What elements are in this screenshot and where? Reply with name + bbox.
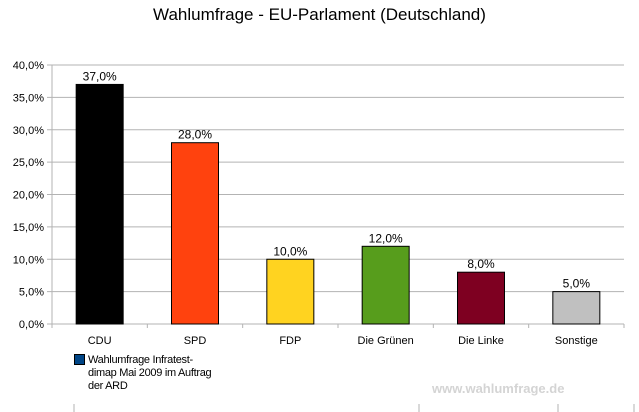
y-tick-label: 40,0% <box>13 60 44 72</box>
chart-title: Wahlumfrage - EU-Parlament (Deutschland) <box>153 5 486 24</box>
bar-die-grünen <box>361 245 410 325</box>
x-tick-label: Sonstige <box>555 335 598 347</box>
x-tick-label: SPD <box>184 335 207 347</box>
y-tick-label: 35,0% <box>13 92 44 104</box>
y-tick-label: 30,0% <box>13 125 44 137</box>
bar-sonstige <box>552 291 601 325</box>
data-label: 5,0% <box>563 277 591 291</box>
y-tick-label: 10,0% <box>13 254 44 266</box>
bar-cdu <box>75 83 124 325</box>
legend-marker <box>74 354 85 365</box>
data-label: 12,0% <box>369 231 403 245</box>
y-tick-label: 20,0% <box>13 190 44 202</box>
data-label: 28,0% <box>178 128 212 142</box>
watermark: www.wahlumfrage.de <box>432 381 565 396</box>
bar-die-linke <box>457 271 505 325</box>
x-tick-label: Die Linke <box>458 335 504 347</box>
y-tick-label: 15,0% <box>13 222 44 234</box>
y-tick-label: 25,0% <box>13 157 44 169</box>
bar-fdp <box>266 258 315 325</box>
data-label: 37,0% <box>83 69 117 83</box>
legend: Wahlumfrage Infratest-dimap Mai 2009 im … <box>74 354 224 393</box>
x-tick-label: FDP <box>279 335 301 347</box>
data-label: 10,0% <box>273 244 307 258</box>
x-tick-label: CDU <box>88 335 112 347</box>
data-label: 8,0% <box>467 257 495 271</box>
y-tick-label: 0,0% <box>19 319 44 331</box>
y-tick-label: 5,0% <box>19 287 44 299</box>
x-tick-label: Die Grünen <box>358 335 414 347</box>
legend-label: Wahlumfrage Infratest-dimap Mai 2009 im … <box>88 354 212 392</box>
bar-spd <box>171 142 219 325</box>
